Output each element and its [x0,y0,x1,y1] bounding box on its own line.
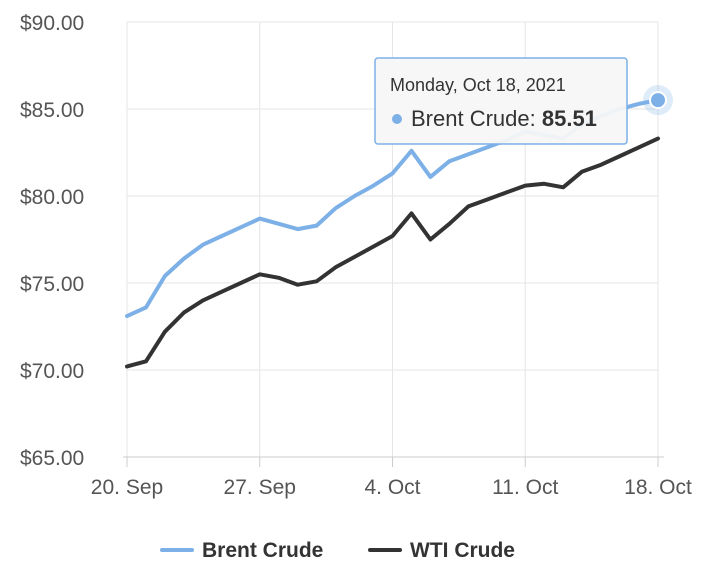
tooltip-value: 85.51 [542,106,597,131]
brent-crude-legend-label: Brent Crude [202,539,323,562]
tooltip-box [374,57,628,145]
wti-crude-line [125,136,660,369]
y-tick-label: $75.00 [20,273,84,296]
y-tick-label: $65.00 [20,447,84,470]
x-tick-label: 11. Oct [492,476,558,499]
x-tick-label: 18. Oct [624,476,692,499]
x-tick-label: 27. Sep [224,476,296,499]
x-tick-label: 4. Oct [364,476,420,499]
x-tick-label: 20. Sep [91,476,163,499]
y-tick-label: $90.00 [20,12,84,35]
hover-point [649,91,667,110]
legend: Brent Crude WTI Crude [160,539,515,562]
y-tick-label: $80.00 [20,186,84,209]
y-tick-label: $70.00 [20,360,84,383]
wti-crude-legend-label: WTI Crude [410,539,515,562]
tooltip-series-label: Brent Crude: 85.51 [411,106,597,131]
axes: $65.00 $70.00 $75.00 $80.00 $85.00 $90.00 20. … [20,12,692,499]
tooltip-series-dot [392,114,402,124]
tooltip: Monday, Oct 18, 2021 Brent Crude: 85.51 [374,57,628,145]
tooltip-series-name: Brent Crude [411,106,530,131]
tooltip-date: Monday, Oct 18, 2021 [390,75,566,95]
y-tick-label: $85.00 [20,99,84,122]
